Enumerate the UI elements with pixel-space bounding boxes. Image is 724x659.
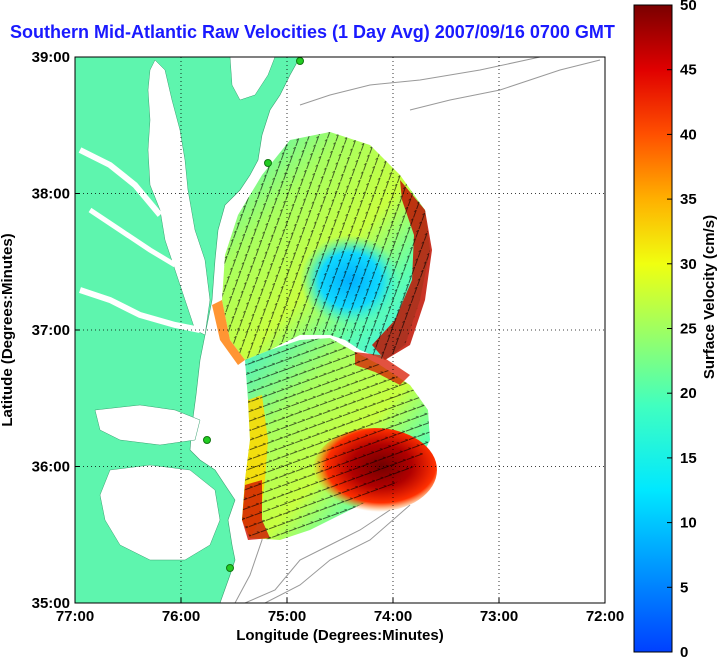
bathymetry-contour (299, 57, 541, 106)
river-rappahannock (88, 207, 177, 268)
y-axis-tick-labels: 39:00 38:00 37:00 36:00 35:00 (32, 49, 70, 612)
x-tick-label: 77:00 (56, 608, 94, 625)
bathymetry-contour (264, 504, 411, 603)
river-james (79, 287, 201, 333)
colorbar-tick-label: 35 (680, 191, 697, 208)
x-tick-label: 76:00 (162, 608, 200, 625)
river-potomac (78, 147, 163, 217)
radar-site-marker[interactable] (226, 564, 234, 572)
y-tick-label: 37:00 (32, 322, 70, 339)
y-tick-label: 39:00 (32, 49, 70, 66)
colorbar-tick-label: 25 (680, 321, 697, 338)
radar-site-marker[interactable] (264, 159, 272, 167)
velocity-vectors-north (222, 132, 430, 360)
map-grid (75, 57, 605, 603)
bathymetry-contour (409, 59, 601, 111)
map-title: Southern Mid-Atlantic Raw Velocities (1 … (10, 22, 615, 42)
pamlico-sound (99, 464, 221, 561)
x-tick-label: 72:00 (586, 608, 624, 625)
velocity-vectors-south (242, 338, 430, 540)
colorbar-tick-label: 5 (680, 579, 688, 596)
bathymetry-contour (244, 509, 391, 603)
colorbar-tick-label: 20 (680, 385, 697, 402)
axis-tick-marks (74, 56, 606, 604)
y-tick-label: 38:00 (32, 186, 70, 203)
x-axis-tick-labels: 77:00 76:00 75:00 74:00 73:00 72:00 (56, 608, 624, 625)
radar-site-marker[interactable] (296, 57, 304, 65)
colorbar-tick-label: 40 (680, 126, 697, 143)
delaware-bay (229, 57, 276, 101)
colorbar-label: Surface Velocity (cm/s) (701, 215, 718, 379)
y-tick-label: 35:00 (32, 595, 70, 612)
colorbar-tick-label: 15 (680, 450, 697, 467)
albemarle-sound (94, 404, 201, 446)
colorbar-tick-label: 50 (680, 0, 697, 14)
colorbar-tick-label: 10 (680, 515, 697, 532)
y-axis-label: Latitude (Degrees:Minutes) (0, 233, 16, 426)
y-tick-label: 36:00 (32, 459, 70, 476)
colorbar (633, 4, 673, 653)
x-tick-label: 73:00 (480, 608, 518, 625)
x-axis-label: Longitude (Degrees:Minutes) (236, 627, 444, 644)
colorbar-tick-label: 45 (680, 62, 697, 79)
colorbar-tick-label: 0 (680, 644, 688, 659)
x-tick-label: 74:00 (374, 608, 412, 625)
x-tick-label: 75:00 (268, 608, 306, 625)
colorbar-tick-label: 30 (680, 256, 697, 273)
radar-site-marker[interactable] (203, 436, 211, 444)
